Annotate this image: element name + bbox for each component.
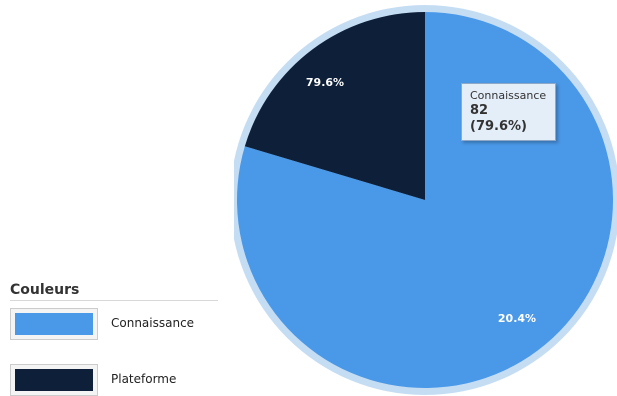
legend-swatch-frame [10,364,98,396]
legend-label-plateforme: Plateforme [111,372,177,386]
legend-label-connaissance: Connaissance [111,316,195,330]
slice-percent-label-connaissance: 79.6% [306,76,344,89]
legend-title: Couleurs [10,282,218,301]
tooltip-value: 82 (79.6%) [470,103,527,134]
pie-slice-plateforme[interactable] [244,12,425,200]
chart-legend: Couleurs Connaissance Plateforme [10,282,218,396]
chart-tooltip: Connaissance 82 (79.6%) [461,83,556,141]
legend-swatch-frame [10,308,98,340]
legend-swatch-connaissance [15,313,93,335]
slice-percent-label-plateforme: 20.4% [498,312,536,325]
legend-swatch-plateforme [15,369,93,391]
tooltip-series-name: Connaissance [470,89,547,102]
